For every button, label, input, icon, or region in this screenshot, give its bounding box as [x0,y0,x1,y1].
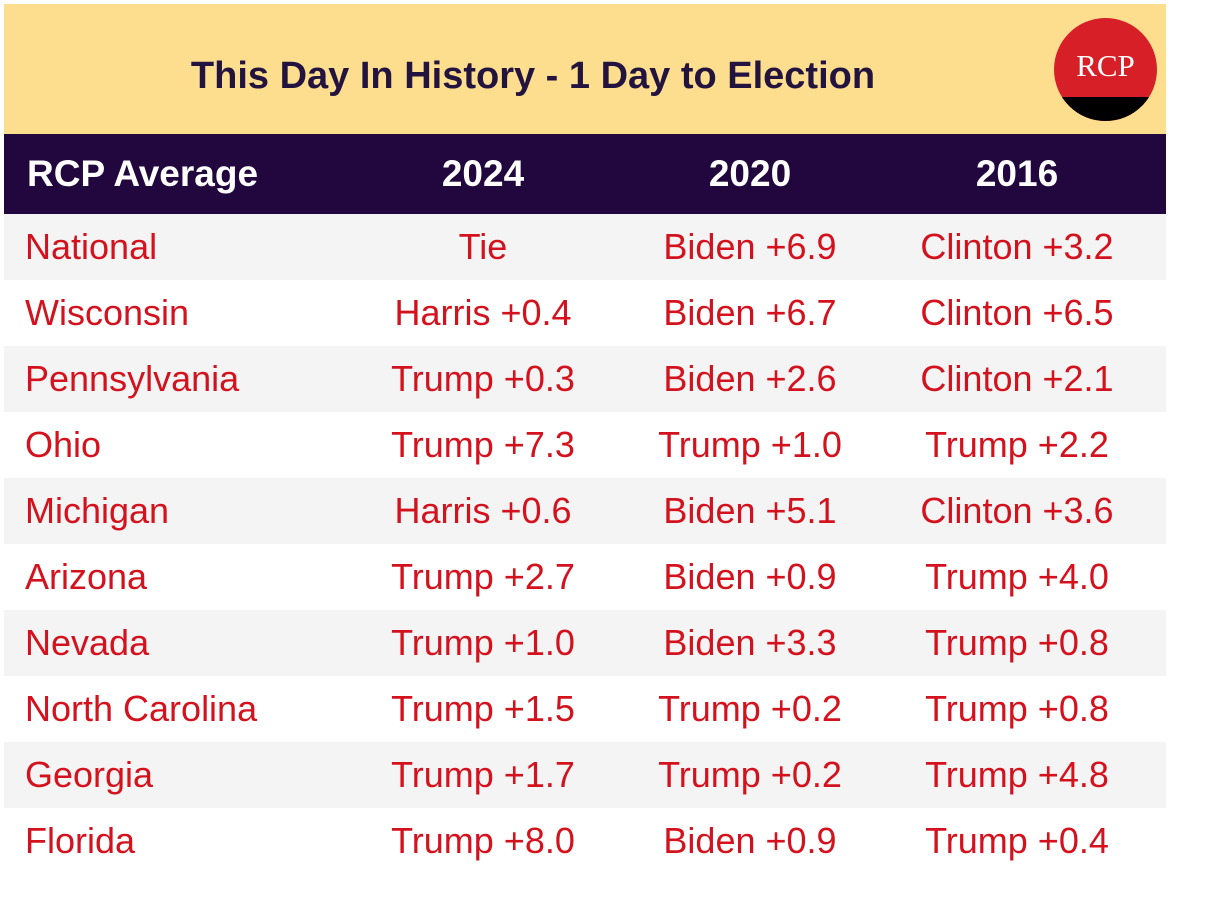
state-name: Michigan [25,490,170,531]
table-row: Michigan Harris +0.6 Biden +5.1 Clinton … [4,478,1166,544]
state-name: Wisconsin [25,292,190,333]
cell-2024: Trump +2.7 [391,556,575,597]
cell-2016: Trump +0.8 [925,622,1109,663]
cell-2016: Trump +4.8 [925,754,1109,795]
cell-2016: Clinton +6.5 [920,292,1114,333]
cell-2024: Harris +0.6 [394,490,572,531]
cell-2020: Biden +6.7 [663,292,837,333]
state-name: Georgia [25,754,154,795]
table-row: Ohio Trump +7.3 Trump +1.0 Trump +2.2 [4,412,1166,478]
title-banner: This Day In History - 1 Day to Election … [4,4,1166,134]
logo-band [1054,97,1157,121]
state-name: North Carolina [25,688,258,729]
cell-2020: Biden +0.9 [663,556,837,597]
cell-2024: Trump +8.0 [391,820,575,861]
table-row: Wisconsin Harris +0.4 Biden +6.7 Clinton… [4,280,1166,346]
cell-2016: Clinton +2.1 [920,358,1114,399]
table-row: Florida Trump +8.0 Biden +0.9 Trump +0.4 [4,808,1166,874]
cell-2016: Trump +0.8 [925,688,1109,729]
cell-2020: Biden +0.9 [663,820,837,861]
state-name: Pennsylvania [25,358,240,399]
logo-text: RCP [1076,48,1135,83]
table-row: Pennsylvania Trump +0.3 Biden +2.6 Clint… [4,346,1166,412]
cell-2020: Trump +1.0 [658,424,842,465]
column-header-rcp-average: RCP Average [27,153,259,194]
polling-average-table: RCP Average 2024 2020 2016 National Tie … [4,134,1166,874]
cell-2016: Trump +2.2 [925,424,1109,465]
state-name: National [25,226,158,267]
table-row: North Carolina Trump +1.5 Trump +0.2 Tru… [4,676,1166,742]
cell-2016: Clinton +3.2 [920,226,1114,267]
table-row: National Tie Biden +6.9 Clinton +3.2 [4,214,1166,280]
state-name: Arizona [25,556,148,597]
cell-2016: Trump +4.0 [925,556,1109,597]
table-row: Nevada Trump +1.0 Biden +3.3 Trump +0.8 [4,610,1166,676]
cell-2020: Biden +2.6 [663,358,837,399]
state-name: Florida [25,820,136,861]
cell-2024: Trump +0.3 [391,358,575,399]
rcp-logo: RCP [1054,18,1157,121]
cell-2016: Clinton +3.6 [920,490,1114,531]
table-header: RCP Average 2024 2020 2016 [4,134,1166,214]
cell-2016: Trump +0.4 [925,820,1109,861]
page-title: This Day In History - 1 Day to Election [190,55,876,97]
state-name: Ohio [25,424,102,465]
column-header-2020: 2020 [708,153,792,194]
cell-2024: Tie [458,226,508,267]
cell-2024: Trump +1.0 [391,622,575,663]
cell-2024: Trump +7.3 [391,424,575,465]
cell-2024: Trump +1.5 [391,688,575,729]
table-row: Georgia Trump +1.7 Trump +0.2 Trump +4.8 [4,742,1166,808]
column-header-2024: 2024 [441,153,525,194]
header-row: RCP Average 2024 2020 2016 [4,134,1166,214]
cell-2020: Biden +3.3 [663,622,837,663]
cell-2024: Trump +1.7 [391,754,575,795]
cell-2020: Trump +0.2 [658,754,842,795]
table-row: Arizona Trump +2.7 Biden +0.9 Trump +4.0 [4,544,1166,610]
cell-2020: Trump +0.2 [658,688,842,729]
state-name: Nevada [25,622,150,663]
table-body: National Tie Biden +6.9 Clinton +3.2 Wis… [4,214,1166,874]
history-card: This Day In History - 1 Day to Election … [4,4,1166,874]
column-header-2016: 2016 [975,153,1059,194]
cell-2020: Biden +6.9 [663,226,837,267]
cell-2024: Harris +0.4 [394,292,572,333]
cell-2020: Biden +5.1 [663,490,837,531]
